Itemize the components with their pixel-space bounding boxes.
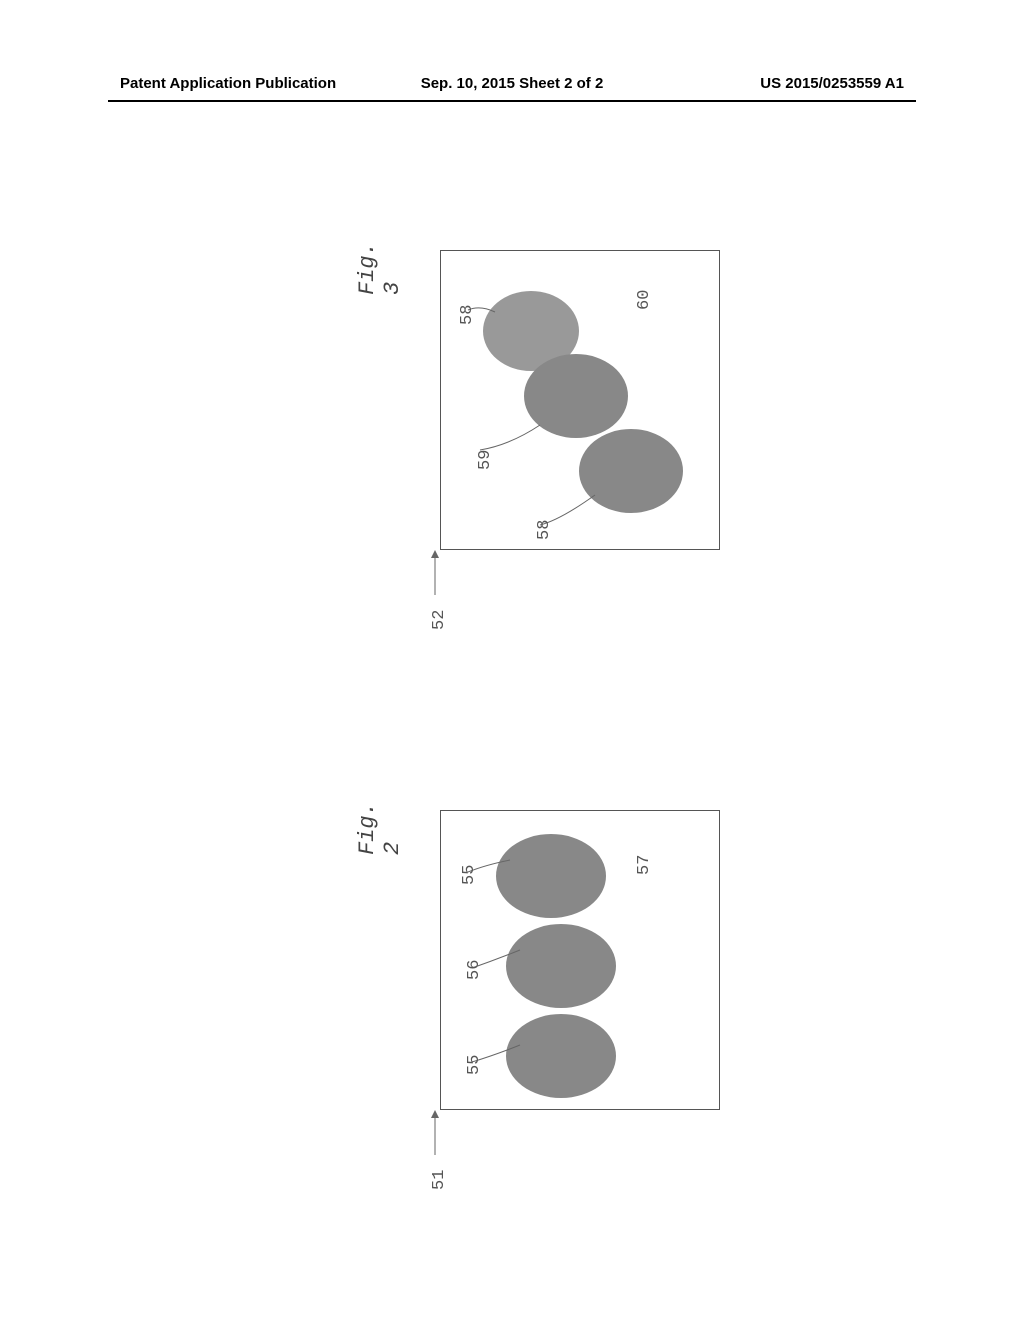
header-divider (108, 100, 916, 102)
figure-3-ellipse-3 (579, 429, 683, 513)
figure-2-ellipse-1 (496, 834, 606, 918)
figure-3-label: Fig. 3 (355, 242, 405, 295)
figure-2-ellipse-2 (506, 924, 616, 1008)
figure-3-panel-arrow (425, 550, 445, 600)
figure-2-label: Fig. 2 (355, 802, 405, 855)
figure-2-ref-57: 57 (635, 855, 654, 875)
header-date-sheet: Sep. 10, 2015 Sheet 2 of 2 (381, 75, 642, 92)
figure-2-ref-56: 56 (465, 960, 484, 980)
figure-3-ellipse-2 (524, 354, 628, 438)
figure-3-panel-ref: 52 (430, 610, 449, 630)
figure-3-ref-58a: 58 (458, 305, 477, 325)
figure-3-box (440, 250, 720, 550)
header-patent-number: US 2015/0253559 A1 (643, 75, 904, 92)
page-header: Patent Application Publication Sep. 10, … (0, 75, 1024, 92)
figure-2-ellipse-3 (506, 1014, 616, 1098)
header-publication-type: Patent Application Publication (120, 75, 381, 92)
figure-2-panel-arrow (425, 1110, 445, 1160)
figures-container: Fig. 3 52 58 59 58 60 Fig. 2 (0, 180, 1024, 1180)
figure-3-ref-58b: 58 (535, 520, 554, 540)
figure-3-ref-59: 59 (476, 450, 495, 470)
figure-2-ref-55b: 55 (465, 1055, 484, 1075)
figure-2-panel-ref: 51 (430, 1170, 449, 1190)
figure-3-ref-60: 60 (635, 290, 654, 310)
figure-2-ref-55a: 55 (460, 865, 479, 885)
